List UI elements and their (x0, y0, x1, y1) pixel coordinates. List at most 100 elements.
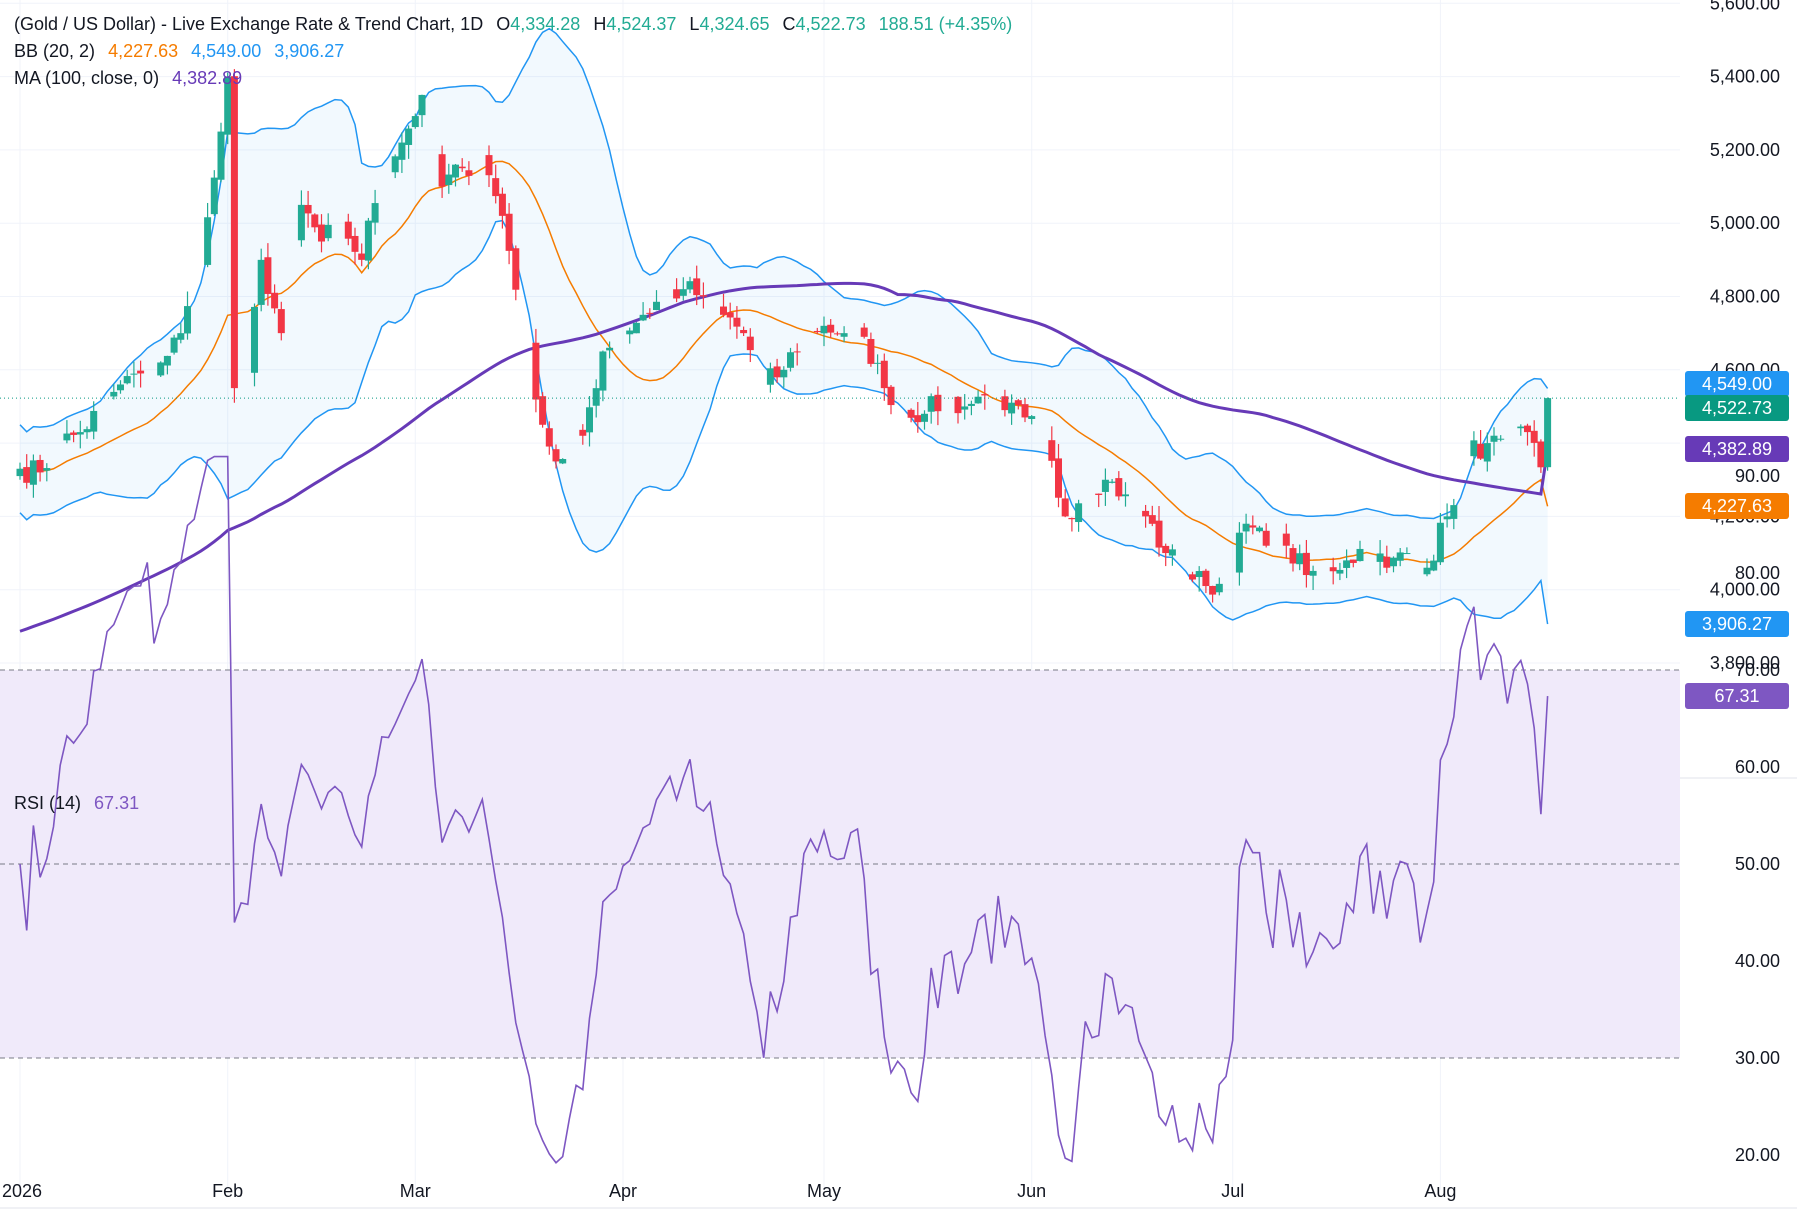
bollinger-fill-area (20, 28, 1548, 625)
candle-body (679, 289, 687, 296)
candle-body (344, 221, 352, 239)
candle-body (867, 338, 875, 364)
candle-body (1001, 396, 1009, 411)
candle-body (539, 396, 547, 425)
candle-body (579, 429, 587, 436)
candle-body (1075, 503, 1083, 523)
price-tick-label: 3,800.00 (1710, 653, 1780, 673)
ma-100-line (19, 281, 1550, 633)
candle-body (163, 355, 171, 366)
candle-body (1537, 441, 1545, 468)
candle-body (787, 352, 794, 368)
candle-body (545, 428, 553, 447)
candle-body (452, 164, 459, 178)
close-value: 4,522.73 (795, 14, 866, 34)
candle-body (257, 259, 265, 305)
candle-body (606, 347, 614, 351)
candle-body (981, 394, 989, 396)
candle-body (934, 394, 942, 412)
candle-body (1450, 505, 1458, 519)
time-axis[interactable]: 2026 Feb Mar Apr May Jun Jul Aug (2, 1181, 1456, 1201)
candle-body (887, 386, 895, 406)
candle-body (170, 337, 178, 353)
candle-body (485, 155, 493, 176)
candle-body (1403, 553, 1411, 555)
candle-body (880, 360, 888, 389)
candle-body (1061, 498, 1069, 517)
bollinger-band-fill (20, 28, 1548, 625)
rsi-tick-label: 80.00 (1735, 563, 1780, 583)
candle-body (626, 330, 634, 335)
bb-upper-value: 4,549.00 (191, 41, 262, 61)
rsi-name: RSI (14) (14, 793, 82, 813)
bb-lower-price-label: 3,906.27 (1685, 611, 1789, 638)
candle-body (699, 295, 707, 297)
candle-body (1302, 552, 1310, 576)
candle-body (230, 76, 238, 389)
candle-body (1055, 458, 1062, 498)
candle-body (1256, 527, 1263, 532)
candle-body (586, 407, 593, 433)
candle-body (1028, 416, 1036, 419)
rsi-tick-label: 70.00 (1735, 660, 1780, 680)
candle-body (411, 116, 419, 128)
price-tick-label: 5,400.00 (1710, 67, 1780, 87)
candle-body (445, 174, 453, 186)
chart-title: (Gold / US Dollar) - Live Exchange Rate … (14, 14, 484, 34)
candle-body (311, 214, 319, 228)
candle-body (405, 128, 413, 145)
candle-body (123, 376, 131, 384)
candle-body (1349, 559, 1357, 563)
rsi-legend[interactable]: RSI (14) 67.31 (14, 793, 147, 814)
bb-basis-price-label: 4,227.63 (1685, 493, 1789, 520)
ma-name: MA (100, close, 0) (14, 68, 160, 88)
candle-body (63, 433, 71, 441)
candle-body (1376, 553, 1384, 562)
candle-body (16, 468, 24, 477)
bb-basis-value: 4,227.63 (108, 41, 179, 61)
candle-body (1483, 443, 1491, 462)
candle-body (1202, 570, 1210, 587)
candle-body (371, 203, 379, 223)
moving-average-line (19, 281, 1550, 633)
candle-body (1530, 430, 1538, 443)
price-tick-label: 5,000.00 (1710, 213, 1780, 233)
candle-body (1155, 520, 1163, 548)
rsi-value-label: 67.31 (1685, 683, 1789, 710)
candle-body (184, 306, 191, 334)
candle-body (1430, 560, 1438, 571)
candle-body (1282, 533, 1290, 546)
candle-body (137, 370, 145, 374)
candle-body (1008, 402, 1016, 414)
candle-body (1108, 481, 1116, 483)
candle-body (43, 468, 51, 471)
rsi-tick-label: 30.00 (1735, 1048, 1780, 1068)
candle-body (860, 327, 868, 337)
candle-body (36, 459, 44, 473)
candle-body (271, 292, 279, 309)
candle-body (1249, 525, 1257, 528)
candle-body (304, 204, 312, 214)
candle-body (686, 281, 694, 290)
time-tick-label: Jun (1017, 1181, 1046, 1201)
candle-body (840, 333, 848, 337)
bb-lower-value: 3,906.27 (274, 41, 345, 61)
candle-body (318, 224, 325, 242)
rsi-tick-label: 20.00 (1735, 1145, 1780, 1165)
candle-body (726, 312, 734, 318)
candle-body (1470, 440, 1478, 457)
candle-body (639, 314, 647, 321)
candle-body (1021, 404, 1029, 418)
candle-body (438, 154, 446, 187)
bb-legend[interactable]: BB (20, 2) 4,227.63 4,549.00 3,906.27 (14, 41, 352, 62)
candle-body (117, 384, 124, 391)
candle-body (277, 309, 285, 334)
candle-body (398, 142, 406, 160)
candle-body (1235, 532, 1243, 573)
candle-body (813, 330, 821, 333)
candle-body (793, 351, 801, 353)
candle-body (693, 278, 701, 296)
ma-legend[interactable]: MA (100, close, 0) 4,382.89 (14, 68, 250, 89)
rsi-axis[interactable]: 20.00 30.00 40.00 50.00 60.00 70.00 80.00 90.00 (1735, 466, 1780, 1165)
